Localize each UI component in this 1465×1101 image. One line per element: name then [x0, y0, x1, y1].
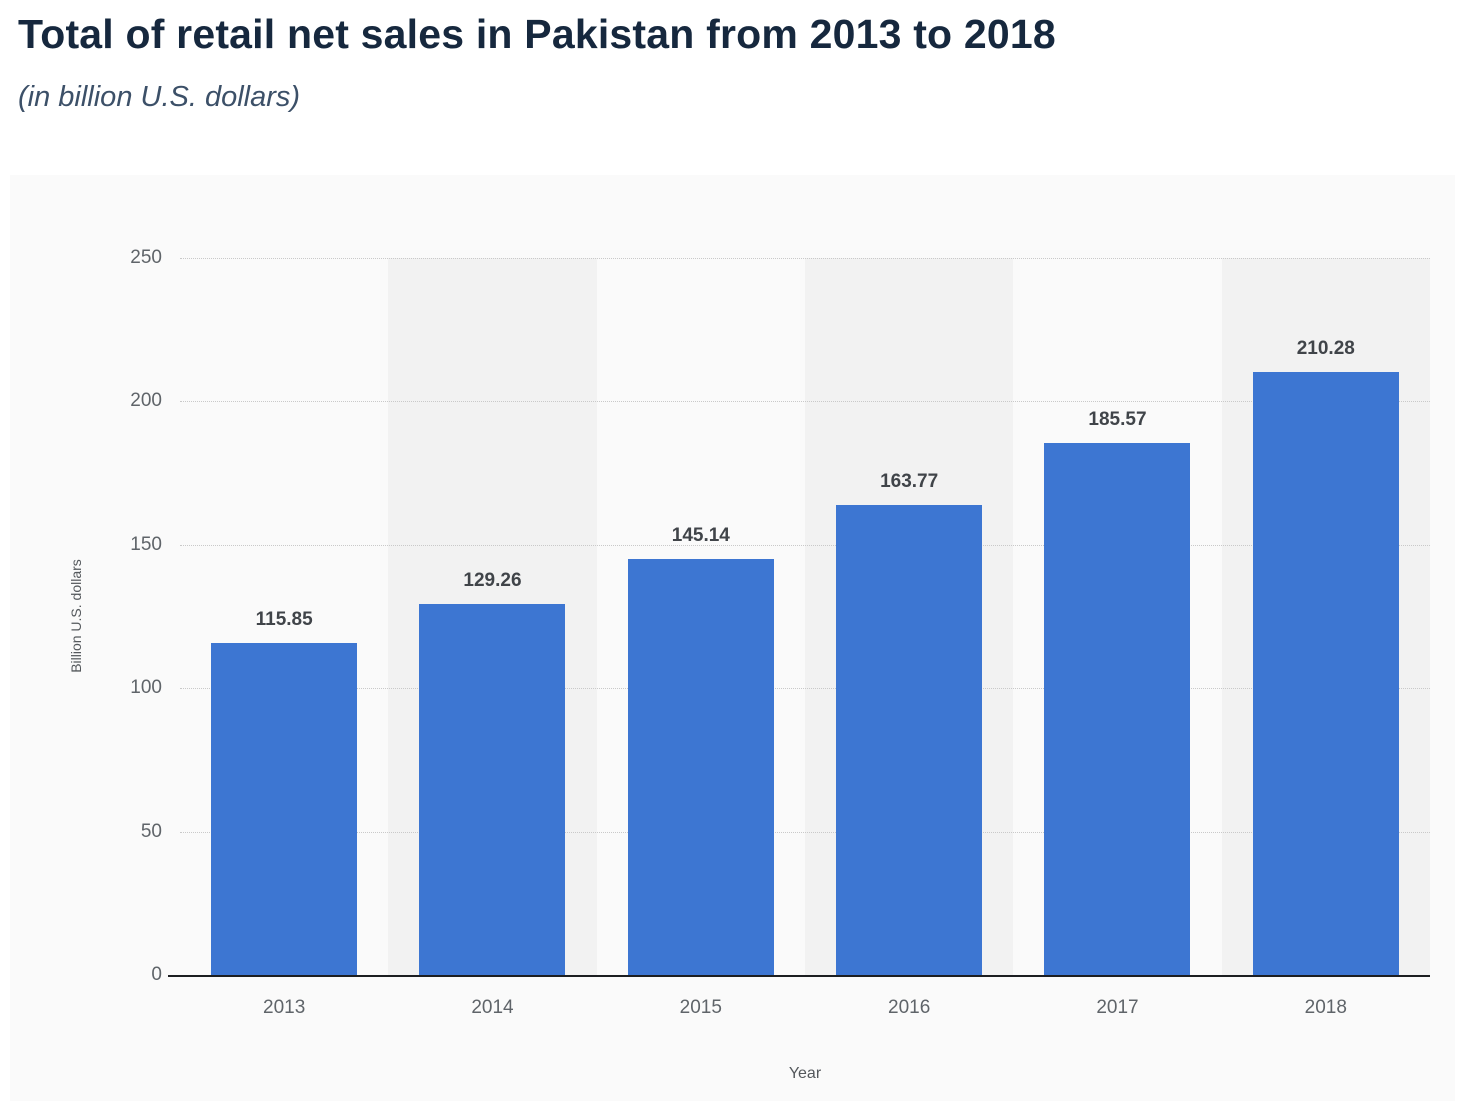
- x-tick-label: 2014: [471, 997, 514, 1018]
- x-axis-title: Year: [788, 1065, 822, 1082]
- bar-2013[interactable]: [211, 642, 358, 975]
- bar-value-label: 163.77: [880, 471, 939, 493]
- bar-2017[interactable]: [1044, 442, 1191, 975]
- plot-area: 115.85 129.26 145.14 163.77 185.57 210.28 0 50…: [130, 247, 1430, 985]
- bar-value-label: 129.26: [463, 570, 522, 592]
- chart-header: Total of retail net sales in Pakistan fr…: [18, 10, 1438, 114]
- gridline: [180, 544, 1430, 546]
- y-tick-label: 250: [130, 247, 162, 268]
- x-axis-line: [168, 975, 1430, 977]
- bar-value-label: 210.28: [1296, 337, 1355, 359]
- chart-subtitle: (in billion U.S. dollars): [18, 81, 301, 114]
- bar-2016[interactable]: [836, 505, 983, 975]
- bar-value-label: 145.14: [671, 524, 730, 546]
- y-tick-label: 0: [151, 964, 162, 985]
- chart-column: 145.14: [597, 258, 805, 975]
- gridline: [180, 831, 1430, 833]
- x-tick-label: 2018: [1304, 997, 1347, 1018]
- gridline: [180, 258, 1430, 259]
- y-axis-title: Billion U.S. dollars: [68, 559, 84, 673]
- chart-column: 210.28: [1221, 258, 1430, 975]
- chart-card: Billion U.S. dollars 115.85 129.26 145.14 1…: [10, 175, 1455, 1101]
- columns-container: 115.85 129.26 145.14 163.77 185.57 210.28: [180, 258, 1430, 975]
- x-tick-label: 2017: [1096, 997, 1139, 1018]
- x-tick-label: 2013: [263, 997, 306, 1018]
- x-tick-label: 2015: [679, 997, 722, 1018]
- gridline: [180, 688, 1430, 690]
- y-tick-label: 100: [130, 677, 162, 699]
- bar-2015[interactable]: [627, 558, 774, 975]
- chart-column: 115.85: [180, 258, 388, 975]
- bar-value-label: 185.57: [1088, 408, 1147, 430]
- x-axis-labels: 2013 2014 2015 2016 2017 2018: [180, 997, 1430, 1019]
- bar-2018[interactable]: [1252, 371, 1399, 975]
- chart-column: 185.57: [1013, 258, 1221, 975]
- y-tick-label: 150: [130, 533, 162, 555]
- y-tick-label: 50: [140, 820, 162, 842]
- chart-column: 163.77: [804, 258, 1014, 975]
- gridline: [180, 401, 1430, 403]
- bar-value-label: 115.85: [255, 608, 313, 630]
- chart-column: 129.26: [388, 258, 597, 975]
- x-tick-label: 2016: [888, 997, 931, 1018]
- chart-title: Total of retail net sales in Pakistan fr…: [18, 11, 1056, 57]
- bar-2014[interactable]: [419, 604, 566, 975]
- y-tick-label: 200: [130, 390, 162, 412]
